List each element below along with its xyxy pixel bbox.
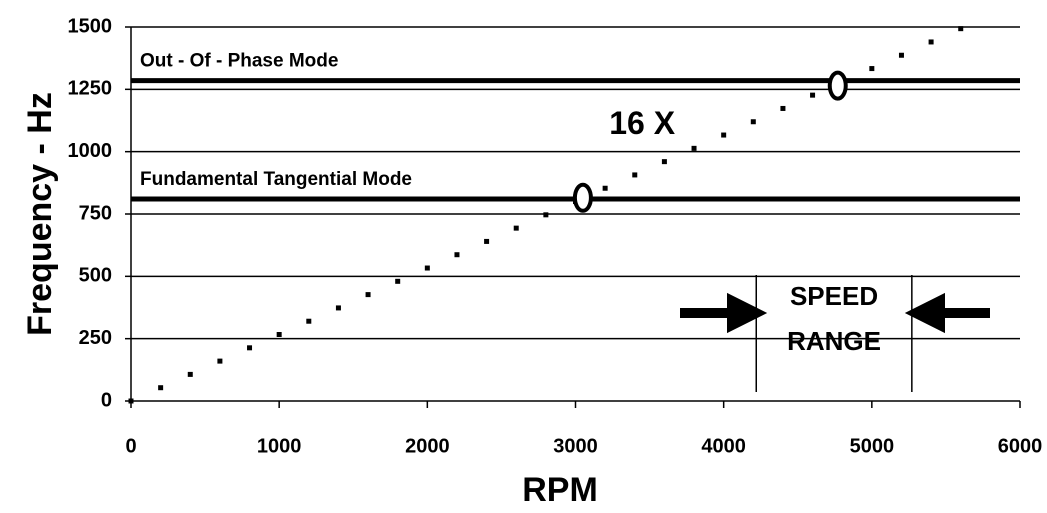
x-axis-label: RPM [522, 471, 598, 509]
data-dot [750, 119, 756, 125]
x-tick-label: 6000 [998, 435, 1043, 457]
data-dot [306, 318, 312, 324]
x-tick-label: 2000 [405, 435, 450, 457]
x-tick-label: 4000 [701, 435, 746, 457]
data-dot [513, 225, 519, 231]
data-dot [484, 238, 490, 244]
intersection-marker [572, 182, 593, 213]
mode-label: Out - Of - Phase Mode [140, 51, 338, 72]
y-tick-label: 1000 [68, 140, 113, 162]
data-dot [424, 265, 430, 271]
data-dot [958, 26, 964, 32]
y-tick-label: 1250 [68, 78, 113, 100]
data-dot [928, 39, 934, 45]
data-dot [869, 66, 875, 72]
data-dot [780, 105, 786, 111]
data-dot [276, 332, 282, 338]
data-dot [217, 358, 223, 364]
data-dot [898, 52, 904, 58]
x-tick-label: 0 [125, 435, 136, 457]
intersection-marker [827, 70, 848, 101]
data-dot [128, 398, 134, 404]
x-tick-label: 5000 [850, 435, 895, 457]
data-dot [632, 172, 638, 178]
data-dot [365, 292, 371, 298]
data-dot [454, 252, 460, 258]
data-dot [602, 185, 608, 191]
y-tick-label: 500 [79, 265, 112, 287]
data-dot [187, 371, 193, 377]
y-axis-label: Frequency - Hz [21, 92, 59, 336]
arrow-right [680, 292, 768, 334]
mode-label: Fundamental Tangential Mode [140, 169, 412, 190]
data-dot [247, 345, 253, 351]
arrow-left [904, 292, 990, 334]
data-dot [810, 92, 816, 98]
data-dot [661, 159, 667, 165]
data-dot [543, 212, 549, 218]
speed-range-label: SPEED [790, 281, 878, 311]
y-tick-label: 1500 [68, 15, 113, 37]
speed-range-label: RANGE [787, 326, 881, 356]
data-dot [335, 305, 341, 311]
x-tick-label: 1000 [257, 435, 302, 457]
annotation: 16 X [609, 105, 675, 141]
data-dot [158, 385, 164, 391]
data-dot [395, 278, 401, 284]
x-tick-label: 3000 [553, 435, 598, 457]
y-tick-label: 750 [79, 202, 112, 224]
y-tick-label: 250 [79, 327, 112, 349]
data-dot [721, 132, 727, 138]
data-dot [691, 145, 697, 151]
y-tick-label: 0 [101, 389, 112, 411]
